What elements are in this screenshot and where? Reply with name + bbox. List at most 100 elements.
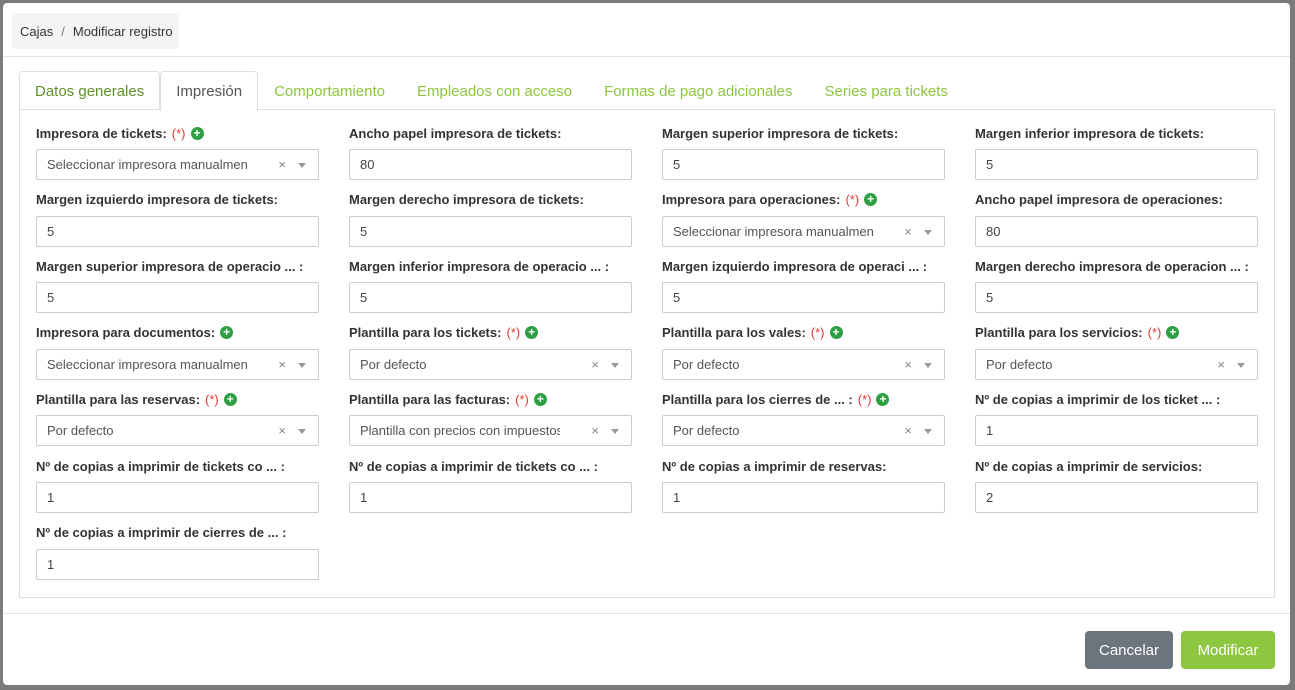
divider — [3, 613, 1290, 614]
breadcrumb-cajas[interactable]: Cajas — [20, 23, 54, 39]
text-input[interactable]: 1 — [36, 482, 319, 513]
add-icon[interactable]: + — [1166, 326, 1180, 340]
field-label: Margen derecho impresora de operacion ..… — [975, 257, 1258, 275]
add-icon[interactable]: + — [223, 392, 237, 406]
cancel-button[interactable]: Cancelar — [1085, 631, 1173, 669]
text-input[interactable]: 5 — [349, 282, 632, 314]
add-icon[interactable]: + — [190, 126, 204, 140]
field: Margen inferior impresora de tickets: 5 — [975, 124, 1258, 180]
tab-0[interactable]: Datos generales — [19, 71, 161, 110]
field-label: Margen derecho impresora de tickets: — [349, 191, 632, 209]
field: Impresora de tickets: (*) + Seleccionar imp… — [36, 124, 319, 180]
tab-2[interactable]: Comportamiento — [274, 82, 385, 100]
select-field[interactable]: Por defecto × — [975, 348, 1258, 380]
clear-icon[interactable]: × — [904, 423, 912, 439]
field-label: Margen superior impresora de tickets: — [662, 124, 945, 142]
clear-icon[interactable]: × — [278, 157, 286, 172]
select-field[interactable]: Por defecto × — [349, 348, 632, 380]
text-input[interactable]: 5 — [975, 282, 1258, 314]
chevron-down-icon[interactable] — [924, 429, 932, 438]
field-label-text: Margen inferior impresora de tickets: — [975, 125, 1205, 141]
tab-1[interactable]: Impresión — [160, 71, 259, 111]
select-value: Seleccionar impresora manualmente — [47, 356, 247, 372]
field: Ancho papel impresora de tickets: 80 — [349, 124, 632, 180]
select-field[interactable]: Por defecto × — [36, 415, 319, 447]
text-input[interactable]: 1 — [36, 548, 319, 580]
clear-icon[interactable]: × — [904, 356, 912, 372]
required-marker: (*) — [810, 325, 825, 341]
chevron-down-icon[interactable] — [611, 362, 619, 372]
field: Plantilla para las reservas: (*) + Por defe… — [36, 390, 319, 447]
breadcrumb-current: Modificar registro — [72, 23, 173, 39]
add-icon[interactable]: + — [525, 326, 539, 340]
field-label: Plantilla para los servicios: (*) + — [975, 324, 1258, 342]
field-label-text: Ancho papel impresora de tickets: — [349, 125, 562, 141]
field-label: Plantilla para los cierres de ... : (*) + — [662, 390, 945, 408]
chevron-down-icon[interactable] — [298, 163, 306, 172]
text-input[interactable]: 1 — [662, 482, 945, 513]
field-label-text: Nº de copias a imprimir de los ticket ..… — [975, 391, 1221, 407]
chevron-down-icon[interactable] — [298, 429, 306, 438]
chevron-down-icon[interactable] — [924, 229, 932, 239]
select-field[interactable]: Por defecto × — [662, 415, 945, 447]
text-input[interactable]: 5 — [662, 282, 945, 314]
tab-4[interactable]: Formas de pago adicionales — [604, 82, 793, 100]
modify-button[interactable]: Modificar — [1181, 631, 1275, 669]
add-icon[interactable]: + — [829, 326, 843, 340]
tab-bar: Datos generales Impresión Comportamiento Em… — [19, 71, 964, 111]
clear-icon[interactable]: × — [904, 223, 912, 239]
field: Margen derecho impresora de operacion ..… — [975, 257, 1258, 314]
field: Nº de copias a imprimir de tickets co ..… — [349, 457, 632, 513]
add-icon[interactable]: + — [876, 392, 890, 406]
field: Plantilla para los cierres de ... : (*) + P… — [662, 390, 945, 447]
select-value: Por defecto — [986, 356, 1053, 372]
modal: Cajas / Modificar registro Datos general… — [3, 3, 1290, 685]
clear-icon[interactable]: × — [278, 356, 286, 372]
text-input[interactable]: 1 — [349, 482, 632, 513]
select-field[interactable]: Seleccionar impresora manualmente × — [36, 348, 319, 380]
clear-icon[interactable]: × — [591, 356, 599, 372]
field-label: Margen superior impresora de operacio ..… — [36, 257, 319, 275]
field: Margen superior impresora de operacio ..… — [36, 257, 319, 314]
select-field[interactable]: Seleccionar impresora manualmente × — [36, 149, 319, 180]
clear-icon[interactable]: × — [278, 423, 286, 439]
field-label: Impresora de tickets: (*) + — [36, 124, 319, 142]
field-label-text: Ancho papel impresora de operaciones: — [975, 192, 1223, 208]
required-marker: (*) — [171, 125, 186, 141]
text-input[interactable]: 5 — [662, 149, 945, 180]
text-input[interactable]: 2 — [975, 482, 1258, 513]
select-value: Seleccionar impresora manualmente — [47, 157, 247, 172]
text-input[interactable]: 5 — [975, 149, 1258, 180]
select-field[interactable]: Plantilla con precios con impuestos × — [349, 415, 632, 447]
field-label-text: Margen superior impresora de tickets: — [662, 125, 899, 141]
field-label: Nº de copias a imprimir de tickets co ..… — [36, 457, 319, 475]
text-input[interactable]: 5 — [349, 215, 632, 247]
field-label-text: Nº de copias a imprimir de reservas: — [662, 458, 887, 474]
add-icon[interactable]: + — [220, 326, 234, 340]
field: Nº de copias a imprimir de tickets co ..… — [36, 457, 319, 513]
field-label: Nº de copias a imprimir de tickets co ..… — [349, 457, 632, 475]
clear-icon[interactable]: × — [1217, 356, 1225, 372]
field-label: Nº de copias a imprimir de cierres de ..… — [36, 524, 319, 542]
field-label: Nº de copias a imprimir de servicios: — [975, 457, 1258, 475]
chevron-down-icon[interactable] — [924, 362, 932, 372]
chevron-down-icon[interactable] — [611, 429, 619, 438]
chevron-down-icon[interactable] — [298, 362, 306, 372]
select-field[interactable]: Seleccionar impresora manualmente × — [662, 215, 945, 247]
add-icon[interactable]: + — [864, 193, 878, 207]
tab-5[interactable]: Series para tickets — [824, 82, 948, 100]
select-value: Por defecto — [673, 423, 740, 439]
field: Plantilla para los tickets: (*) + Por defec… — [349, 324, 632, 380]
tab-3[interactable]: Empleados con acceso — [416, 82, 573, 100]
text-input[interactable]: 80 — [975, 215, 1258, 247]
text-input[interactable]: 80 — [349, 149, 632, 180]
text-input[interactable]: 5 — [36, 215, 319, 247]
text-input[interactable]: 1 — [975, 415, 1258, 447]
add-icon[interactable]: + — [533, 392, 547, 406]
chevron-down-icon[interactable] — [1237, 362, 1245, 372]
field-label-text: Nº de copias a imprimir de servicios: — [975, 458, 1203, 474]
text-input[interactable]: 5 — [36, 282, 319, 314]
select-field[interactable]: Por defecto × — [662, 348, 945, 380]
divider — [3, 56, 1290, 57]
clear-icon[interactable]: × — [591, 423, 599, 439]
